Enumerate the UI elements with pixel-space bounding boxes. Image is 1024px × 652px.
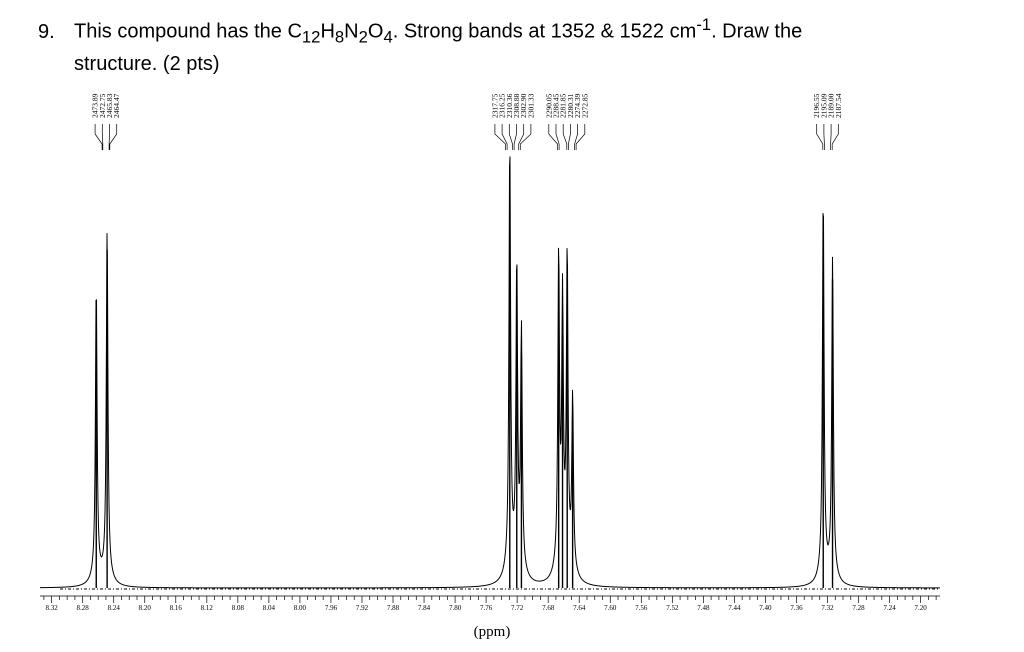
x-tick-label: 7.28 <box>852 604 865 612</box>
x-tick-label: 7.92 <box>356 604 369 612</box>
x-tick-label: 7.36 <box>790 604 803 612</box>
peak-label: 2301.33 <box>526 93 535 118</box>
peak-label: 2308.88 <box>512 93 521 118</box>
peak-leader-line <box>548 124 558 150</box>
x-tick-label: 8.32 <box>46 604 59 612</box>
question-line-2: structure. (2 pts) <box>74 52 220 75</box>
peak-label: 2290.05 <box>544 93 553 118</box>
question-line-1: 9. This compound has the C12H8N2O4. Stron… <box>38 12 802 51</box>
x-tick-label: 8.12 <box>201 604 214 612</box>
x-tick-label: 8.16 <box>170 604 183 612</box>
peak-leader-line <box>823 124 825 150</box>
peak-leader-line <box>94 124 103 150</box>
peak-leader-line <box>101 124 104 150</box>
peak-label: 2288.45 <box>552 93 561 118</box>
x-tick-label: 7.32 <box>821 604 834 612</box>
peak-leader-line <box>562 124 568 150</box>
peak-label: 2274.39 <box>573 93 582 118</box>
unit-superscript: -1 <box>696 15 712 34</box>
question-text: 9. This compound has the C12H8N2O4. Stron… <box>38 12 802 77</box>
peak-leader-line <box>494 124 506 150</box>
x-tick-label: 8.24 <box>108 604 121 612</box>
x-tick-label: 7.84 <box>418 604 431 612</box>
hydrogen-symbol: H <box>320 20 335 43</box>
peak-label: 2465.83 <box>105 93 114 118</box>
peak-label: 2280.31 <box>566 93 575 118</box>
peak-leader-line <box>508 124 513 150</box>
question-text-part1: This compound has the C <box>74 20 302 43</box>
peak-leader-line <box>501 124 508 150</box>
peak-leader-line <box>518 124 525 150</box>
x-tick-label: 7.80 <box>449 604 462 612</box>
x-tick-label: 7.52 <box>666 604 679 612</box>
peak-label: 2281.85 <box>559 93 568 118</box>
carbon-subscript: 12 <box>301 27 321 47</box>
x-tick-label: 7.64 <box>573 604 586 612</box>
peak-leader-line <box>513 124 517 150</box>
peak-label: 2272.85 <box>580 93 589 118</box>
peak-leader-line <box>830 124 832 150</box>
peak-label: 2302.90 <box>519 93 528 118</box>
peak-leader-line <box>574 124 578 150</box>
x-tick-label: 7.88 <box>387 604 400 612</box>
nitrogen-subscript: 2 <box>358 27 368 47</box>
x-tick-label: 7.76 <box>480 604 493 612</box>
peak-label: 2473.89 <box>91 93 100 118</box>
x-tick-label: 7.24 <box>883 604 896 612</box>
x-tick-label: 7.40 <box>759 604 772 612</box>
peak-label: 2316.25 <box>498 93 507 118</box>
peak-label: 2187.54 <box>834 93 843 118</box>
peak-label: 2195.09 <box>819 93 828 118</box>
x-tick-label: 8.04 <box>263 604 276 612</box>
x-tick-label: 8.28 <box>77 604 90 612</box>
peak-label: 2472.75 <box>98 93 107 118</box>
x-axis: 8.32 8.28 8.24 8.20 8.16 8.12 8.08 8.04 8.00 7.96… <box>40 595 940 612</box>
peak-leader-line <box>519 124 532 150</box>
x-tick-label: 7.20 <box>914 604 927 612</box>
peak-label: 2189.00 <box>827 93 836 118</box>
peak-label: 2317.75 <box>490 93 499 118</box>
x-tick-label: 7.48 <box>697 604 710 612</box>
oxygen-symbol: O <box>367 20 384 43</box>
question-text-part3: . Draw the <box>711 20 803 43</box>
x-axis-title: (ppm) <box>474 624 511 640</box>
x-tick-label: 7.60 <box>604 604 617 612</box>
x-tick-label: 7.72 <box>511 604 524 612</box>
x-tick-label: 7.56 <box>635 604 648 612</box>
spectrum-trace-line <box>39 156 940 589</box>
peak-label: 2310.36 <box>505 93 514 118</box>
spectrum-trace <box>39 156 940 589</box>
hydrogen-subscript: 8 <box>334 27 345 47</box>
peak-leader-line <box>568 124 571 150</box>
oxygen-subscript: 4 <box>383 27 393 47</box>
question-number: 9. <box>38 20 55 43</box>
peak-leader-line <box>831 124 839 150</box>
x-tick-label: 8.08 <box>232 604 245 612</box>
nitrogen-symbol: N <box>344 20 359 43</box>
peak-leader-line <box>816 124 824 150</box>
question-text-part2: . Strong bands at 1352 & 1522 cm <box>392 20 697 43</box>
peak-label: 2196.55 <box>812 93 821 118</box>
peak-leader-line <box>555 124 560 150</box>
x-tick-label: 8.00 <box>294 604 307 612</box>
peak-label: 2464.47 <box>112 93 121 118</box>
peak-leader-line <box>109 124 118 150</box>
x-tick-label: 8.20 <box>139 604 152 612</box>
x-tick-label: 7.96 <box>325 604 338 612</box>
x-tick-label: 7.68 <box>542 604 555 612</box>
peak-leader-line <box>575 124 586 150</box>
x-tick-label: 7.44 <box>728 604 741 612</box>
